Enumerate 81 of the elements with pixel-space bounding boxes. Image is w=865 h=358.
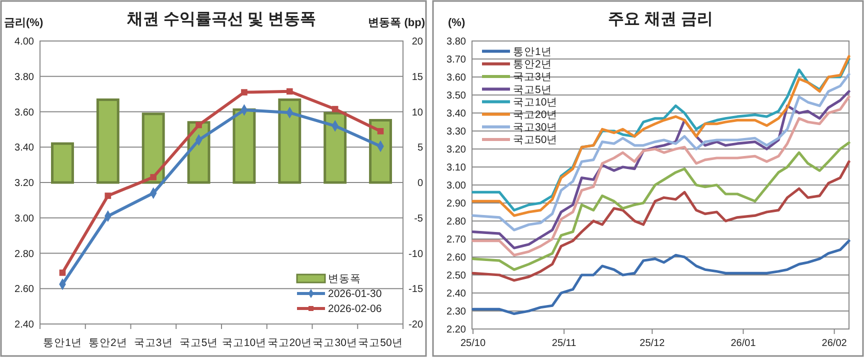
bar	[51, 142, 74, 184]
y-tick-label: 2.40	[446, 288, 466, 300]
y-tick-label: 3.10	[446, 162, 466, 174]
line-series	[472, 160, 850, 282]
y2-tick-label: 10	[412, 107, 424, 118]
x-tick-label: 국고30년	[312, 337, 358, 349]
y2-tick-label: -20	[408, 320, 424, 330]
y-tick-label: 2.90	[446, 198, 466, 210]
y-tick-label: 3.20	[14, 178, 34, 189]
y-tick-label: 3.60	[14, 107, 34, 118]
point	[332, 106, 338, 112]
y2-tick-label: -10	[408, 248, 424, 260]
legend-label: 2026-02-06	[328, 303, 382, 316]
y-axis-title: 금리(%)	[4, 17, 44, 29]
x-tick-label: 25/12	[640, 338, 666, 349]
x-tick-label: 국고20년	[267, 337, 312, 349]
y-tick-label: 3.20	[446, 144, 466, 156]
point	[241, 89, 248, 96]
legend-label: 2026-01-30	[328, 288, 382, 300]
y-tick-label: 3.70	[446, 54, 466, 66]
legend-label: 통안2년	[513, 58, 552, 71]
chart-title: 채권 수익률곡선 및 변동폭	[126, 11, 316, 28]
y-tick-label: 3.00	[446, 180, 466, 192]
legend-label: 국고30년	[513, 122, 558, 134]
x-tick-label: 25/10	[460, 338, 486, 349]
x-tick-label: 국고5년	[179, 337, 218, 349]
y-tick-label: 2.80	[446, 216, 466, 228]
legend-label: 변동폭	[328, 273, 361, 286]
y-tick-label: 2.70	[446, 234, 466, 246]
y2-tick-label: 0	[417, 178, 424, 189]
legend-label: 국고10년	[513, 96, 558, 108]
y-tick-label: 2.40	[14, 320, 34, 330]
y-tick-label: 2.50	[446, 270, 466, 282]
point	[286, 88, 293, 95]
y2-tick-label: 20	[412, 36, 424, 48]
bar	[278, 98, 302, 184]
y-tick-label: 3.80	[14, 72, 34, 83]
y2-tick-label: -5	[414, 213, 424, 224]
line-series	[472, 240, 850, 315]
y-tick-label: 2.60	[446, 252, 466, 264]
x-tick-label: 26/02	[822, 338, 848, 349]
legend-label: 국고3년	[513, 71, 552, 84]
y-tick-label: 3.30	[446, 126, 466, 138]
y-tick-label: 3.40	[14, 142, 34, 154]
y-tick-label: 3.00	[14, 213, 34, 224]
x-tick-label: 국고10년	[222, 337, 267, 349]
x-tick-label: 26/01	[730, 338, 756, 349]
y2-tick-label: -15	[408, 284, 424, 296]
bar	[142, 112, 165, 184]
point	[150, 174, 157, 180]
y2-tick-label: 15	[412, 72, 424, 83]
y-tick-label: 3.80	[446, 36, 466, 48]
y2-axis-title: 변동폭 (bp)	[368, 17, 426, 29]
y-tick-label: 3.60	[446, 72, 466, 84]
point	[196, 122, 202, 128]
x-tick-label: 국고3년	[134, 337, 173, 349]
point	[104, 192, 112, 199]
y-tick-label: 4.00	[14, 36, 34, 48]
x-tick-label: 통안1년	[43, 337, 82, 349]
x-tick-label: 25/11	[552, 338, 577, 349]
legend-label: 국고5년	[513, 84, 552, 96]
legend-label: 국고20년	[513, 108, 558, 121]
y-tick-label: 2.60	[14, 284, 34, 296]
x-tick-label: 국고50년	[358, 337, 403, 349]
bar	[232, 108, 256, 184]
x-tick-label: 통안2년	[88, 337, 128, 349]
legend-label: 국고50년	[513, 134, 558, 146]
line-series	[472, 73, 850, 232]
chart-title: 주요 채권 금리	[608, 11, 713, 28]
legend-label: 통안1년	[513, 46, 552, 58]
bar	[96, 98, 120, 184]
y-tick-label: 2.80	[14, 248, 34, 260]
y2-tick-label: 5	[417, 142, 424, 154]
y-axis-title: (%)	[448, 17, 466, 29]
point	[59, 270, 66, 276]
y-tick-label: 2.20	[446, 324, 466, 336]
y-tick-label: 3.40	[446, 108, 466, 120]
point	[377, 128, 384, 134]
y-tick-label: 3.50	[446, 90, 466, 102]
bar	[324, 112, 347, 184]
y-tick-label: 2.30	[446, 306, 466, 318]
